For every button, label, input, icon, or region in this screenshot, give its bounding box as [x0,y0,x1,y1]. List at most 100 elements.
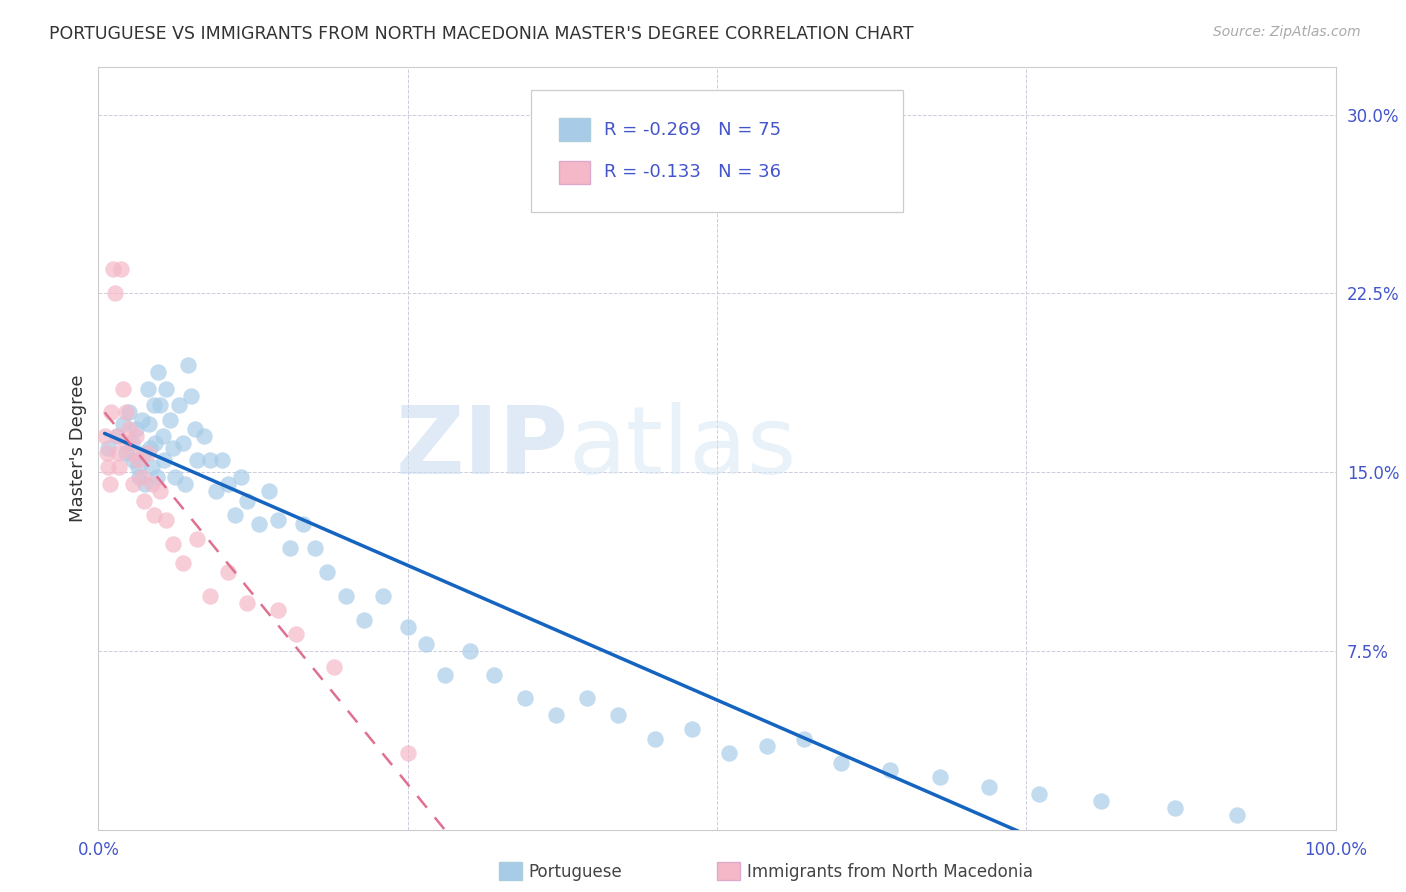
FancyBboxPatch shape [531,90,903,211]
Point [118,422,141,436]
Point [131,412,153,426]
Point [105,429,128,443]
Point [174,477,197,491]
Point [267,513,290,527]
Point [143,398,166,412]
Point [107,446,129,460]
Point [141,460,163,475]
Point [162,536,184,550]
Point [97,441,120,455]
Point [1090,794,1112,808]
Point [105,429,128,443]
Point [108,460,131,475]
Point [415,637,437,651]
Point [100,405,122,419]
Text: R = -0.133   N = 36: R = -0.133 N = 36 [605,163,782,181]
Text: Source: ZipAtlas.com: Source: ZipAtlas.com [1213,25,1361,39]
Point [134,477,156,491]
Point [316,565,339,579]
Point [291,517,314,532]
Point [96,446,118,460]
Point [172,556,194,570]
Point [115,436,138,450]
Point [122,477,145,491]
Point [830,756,852,770]
Point [236,596,259,610]
Point [928,770,950,784]
Point [103,262,125,277]
Point [146,365,169,379]
Point [143,508,166,522]
Point [172,436,194,450]
Point [167,398,190,412]
Point [205,484,228,499]
Point [121,446,143,460]
Point [122,453,145,467]
Point [217,565,239,579]
Point [267,603,290,617]
Point [979,780,1001,794]
Point [335,589,357,603]
Point [257,484,280,499]
Point [193,429,215,443]
Point [371,589,394,603]
Point [155,382,177,396]
Point [1226,808,1249,822]
Point [143,436,166,450]
Point [458,644,481,658]
Text: ZIP: ZIP [395,402,568,494]
Point [396,620,419,634]
Point [136,382,159,396]
Point [121,436,143,450]
FancyBboxPatch shape [558,161,589,184]
Text: Immigrants from North Macedonia: Immigrants from North Macedonia [747,863,1032,881]
Point [149,484,172,499]
Point [93,429,115,443]
Point [546,708,568,723]
Point [433,667,456,681]
Point [515,691,537,706]
Point [136,446,159,460]
FancyBboxPatch shape [558,119,589,141]
Point [607,708,630,723]
Point [278,541,301,556]
Text: R = -0.269   N = 75: R = -0.269 N = 75 [605,120,782,138]
Point [114,405,136,419]
Point [139,441,162,455]
Point [681,723,703,737]
Point [118,405,141,419]
Point [112,382,135,396]
Point [152,429,174,443]
Point [124,429,146,443]
Point [149,398,172,412]
Point [186,532,208,546]
Point [229,470,252,484]
Point [145,470,167,484]
Point [153,453,176,467]
Point [198,453,221,467]
Point [211,453,233,467]
Point [165,470,187,484]
Point [304,541,326,556]
Point [112,417,135,432]
Point [131,470,153,484]
Point [180,389,202,403]
Point [128,470,150,484]
Point [159,412,181,426]
Point [353,613,375,627]
Point [176,358,198,372]
Y-axis label: Master's Degree: Master's Degree [69,375,87,522]
Point [184,422,207,436]
Point [322,660,344,674]
Point [198,589,221,603]
Point [127,460,149,475]
Point [644,731,666,746]
Point [793,731,815,746]
Point [124,422,146,436]
Point [718,746,741,760]
Point [186,453,208,467]
Point [236,493,259,508]
Point [127,453,149,467]
Point [134,446,156,460]
Point [114,446,136,460]
